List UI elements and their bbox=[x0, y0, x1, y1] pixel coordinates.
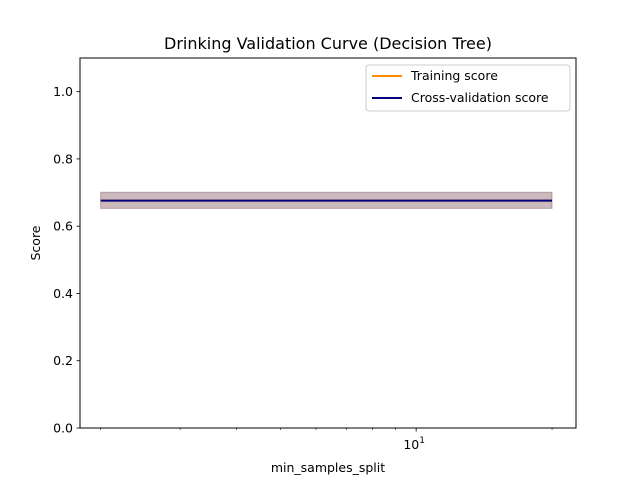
y-axis: 0.0 0.2 0.4 0.6 0.8 1.0 bbox=[53, 84, 80, 436]
plot-area bbox=[79, 57, 577, 429]
legend: Training score Cross-validation score bbox=[365, 64, 571, 112]
x-axis-label: min_samples_split bbox=[271, 460, 385, 475]
plot-frame bbox=[79, 57, 577, 429]
y-tick-label: 0.4 bbox=[53, 286, 73, 301]
legend-label-training: Training score bbox=[410, 68, 498, 83]
legend-label-cross-validation: Cross-validation score bbox=[411, 90, 549, 105]
y-tick-label: 0.0 bbox=[53, 421, 73, 436]
chart-title: Drinking Validation Curve (Decision Tree… bbox=[164, 34, 492, 53]
y-tick-label: 0.8 bbox=[53, 151, 73, 166]
y-tick-label: 1.0 bbox=[53, 84, 73, 99]
y-axis-label: Score bbox=[28, 225, 43, 260]
y-tick-label: 0.2 bbox=[53, 353, 73, 368]
legend-box bbox=[365, 64, 571, 112]
y-tick-label: 0.6 bbox=[53, 219, 73, 234]
